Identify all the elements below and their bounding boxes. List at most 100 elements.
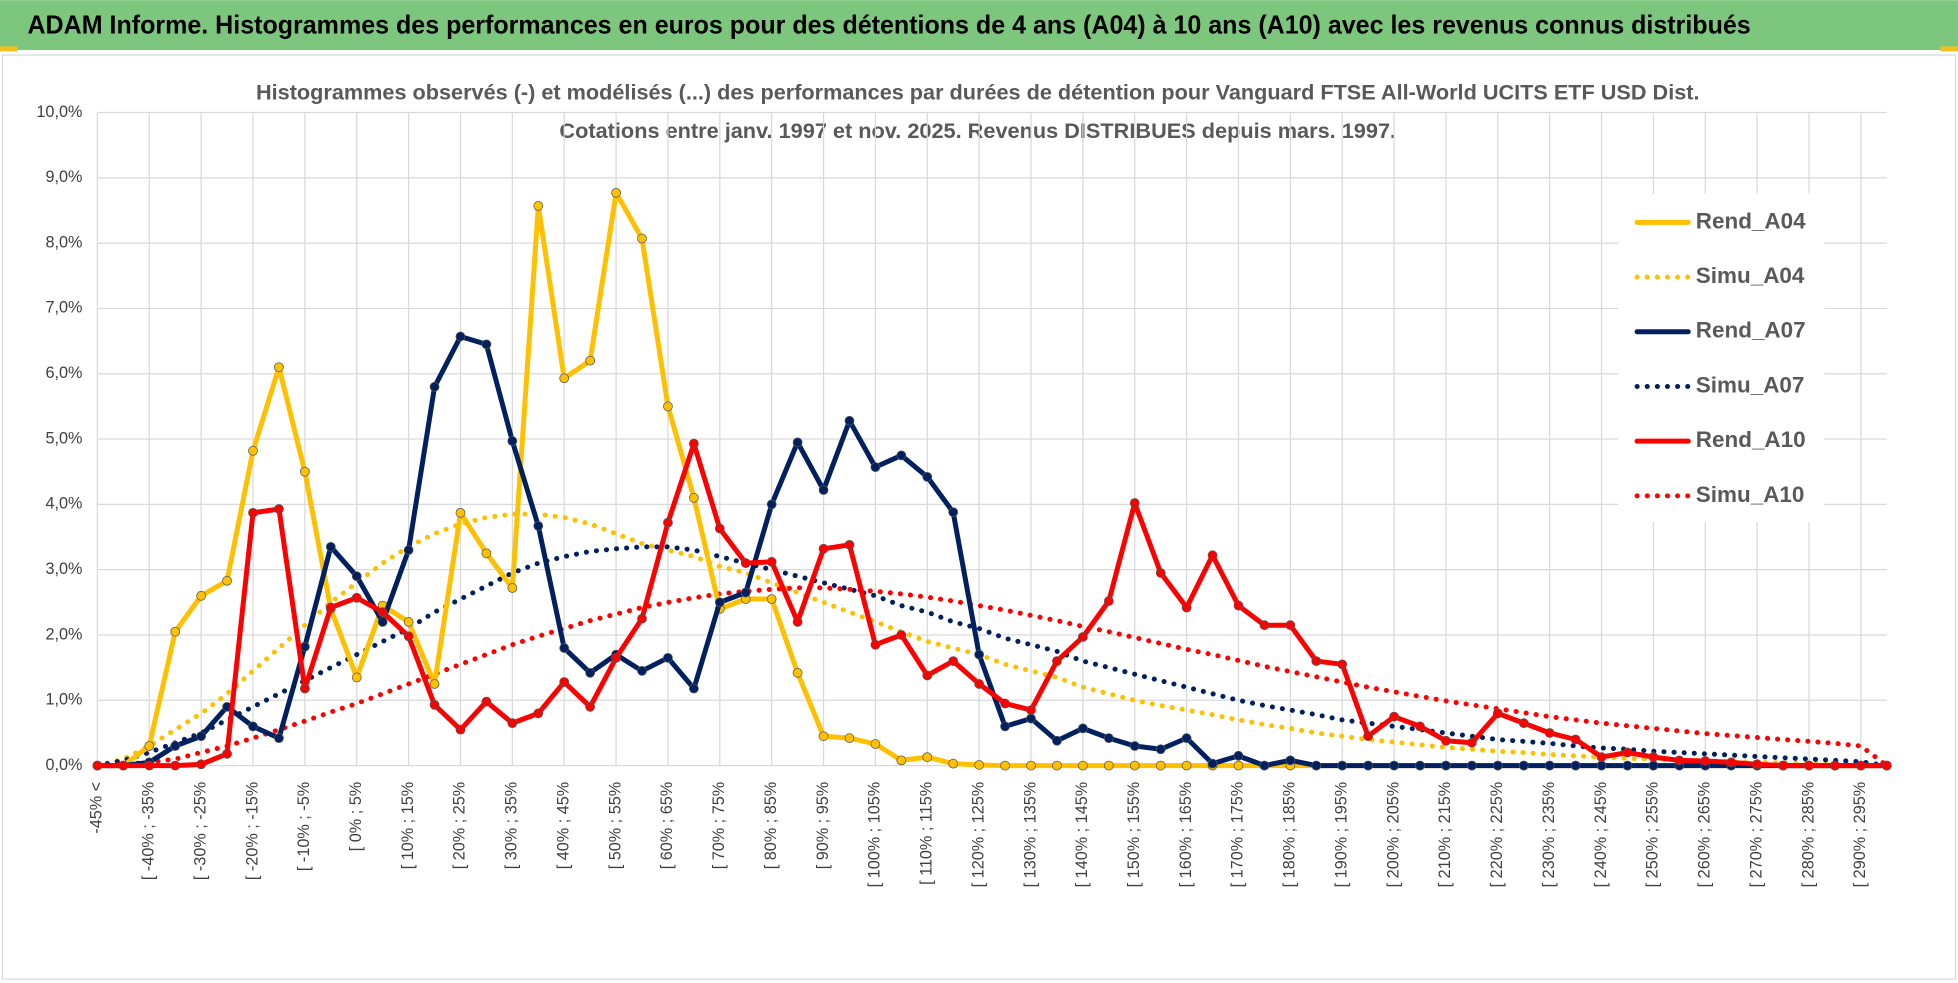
- data-point: [1518, 718, 1529, 729]
- data-point: [196, 731, 207, 742]
- chart-title: Histogrammes observés (-) et modélisés (…: [256, 81, 1700, 104]
- data-point: [325, 602, 336, 613]
- x-tick-label: [ 20% ; 25%: [451, 782, 469, 869]
- y-tick-label: 10,0%: [36, 103, 82, 121]
- x-tick-label: [ 290% ; 295%: [1851, 782, 1869, 888]
- data-point: [1285, 620, 1296, 631]
- data-point: [1181, 733, 1192, 744]
- data-point: [1752, 759, 1763, 770]
- data-point: [1415, 760, 1425, 771]
- data-point: [1129, 741, 1140, 751]
- x-tick-label: [ 200% ; 205%: [1384, 782, 1402, 888]
- data-point: [533, 201, 544, 211]
- data-point: [896, 450, 907, 461]
- data-point: [1596, 760, 1607, 771]
- data-point: [766, 556, 777, 567]
- data-point: [1259, 620, 1270, 631]
- data-point: [740, 587, 751, 598]
- data-point: [663, 401, 673, 412]
- data-point: [948, 507, 959, 518]
- legend-label: Rend_A04: [1696, 208, 1806, 233]
- data-point: [766, 594, 777, 604]
- data-point: [1078, 723, 1088, 734]
- data-point: [1103, 596, 1114, 606]
- data-point: [585, 667, 596, 678]
- data-point: [507, 436, 518, 446]
- x-tick-label: [ 10% ; 15%: [399, 782, 417, 869]
- y-tick-label: 7,0%: [45, 299, 82, 317]
- data-point: [455, 724, 466, 735]
- data-point: [1363, 731, 1374, 742]
- series-line: [94, 441, 1890, 769]
- data-point: [1570, 760, 1581, 771]
- data-point: [1259, 760, 1270, 771]
- grid: -45% < [ -40% ; -35% [ -30% ; -25% [ -20% ;…: [36, 103, 1887, 888]
- data-point: [922, 752, 933, 762]
- data-point: [818, 731, 829, 742]
- data-point: [1596, 752, 1607, 762]
- data-point: [1544, 760, 1555, 771]
- data-point: [1103, 760, 1114, 771]
- data-point: [1285, 755, 1296, 766]
- data-point: [689, 683, 699, 694]
- x-tick-label: [ 140% ; 145%: [1073, 782, 1091, 888]
- data-point: [922, 472, 933, 482]
- data-point: [611, 187, 621, 198]
- legend-label: Rend_A07: [1696, 318, 1806, 343]
- data-point: [1052, 735, 1062, 746]
- data-point: [1078, 632, 1088, 642]
- x-tick-label: [ 130% ; 135%: [1021, 782, 1039, 888]
- data-point: [170, 626, 181, 637]
- data-point: [299, 683, 310, 694]
- y-tick-label: 1,0%: [45, 691, 82, 709]
- x-tick-label: [ 40% ; 45%: [554, 782, 572, 869]
- data-point: [1026, 705, 1036, 715]
- data-point: [974, 760, 985, 770]
- data-point: [1155, 744, 1166, 755]
- x-tick-label: [ -20% ; -15%: [243, 782, 261, 880]
- x-tick-label: -45% <: [88, 782, 106, 834]
- data-point: [1337, 760, 1348, 771]
- data-point: [689, 438, 699, 449]
- data-point: [403, 545, 414, 555]
- data-point: [1570, 734, 1581, 745]
- data-point: [351, 571, 362, 582]
- data-point: [144, 760, 155, 771]
- header-accent: [0, 46, 18, 52]
- data-point: [1700, 756, 1711, 766]
- legend: Rend_A04 Simu_A04 Rend_A07 Simu_A07 Rend_A10…: [1618, 193, 1825, 523]
- x-tick-label: [ -10% ; -5%: [295, 782, 313, 871]
- data-point: [377, 607, 388, 617]
- data-point: [818, 485, 829, 495]
- legend-box: [1618, 193, 1825, 523]
- data-point: [689, 492, 699, 503]
- x-tick-label: [ -30% ; -25%: [191, 782, 209, 880]
- data-point: [325, 541, 336, 552]
- data-point: [222, 575, 232, 586]
- x-tick-label: [ -40% ; -35%: [140, 782, 158, 880]
- data-point: [274, 362, 284, 373]
- data-point: [1207, 550, 1218, 561]
- data-point: [196, 590, 207, 601]
- data-point: [559, 373, 570, 384]
- data-point: [1622, 760, 1633, 771]
- data-point: [170, 760, 181, 771]
- data-point: [1233, 760, 1244, 771]
- data-point: [663, 652, 673, 663]
- data-point: [948, 758, 959, 769]
- data-point: [144, 741, 155, 751]
- data-point: [1648, 760, 1659, 771]
- legend-label: Simu_A10: [1696, 482, 1805, 507]
- data-point: [1389, 760, 1399, 771]
- y-tick-label: 4,0%: [45, 495, 82, 513]
- data-point: [1000, 721, 1010, 732]
- data-point: [1311, 760, 1322, 771]
- data-point: [740, 558, 751, 569]
- x-tick-label: [ 30% ; 35%: [503, 782, 521, 869]
- x-tick-label: [ 260% ; 265%: [1696, 782, 1714, 888]
- data-point: [870, 739, 881, 749]
- data-point: [1648, 752, 1659, 762]
- y-tick-label: 0,0%: [45, 756, 82, 774]
- x-tick-label: [ 180% ; 185%: [1281, 782, 1299, 888]
